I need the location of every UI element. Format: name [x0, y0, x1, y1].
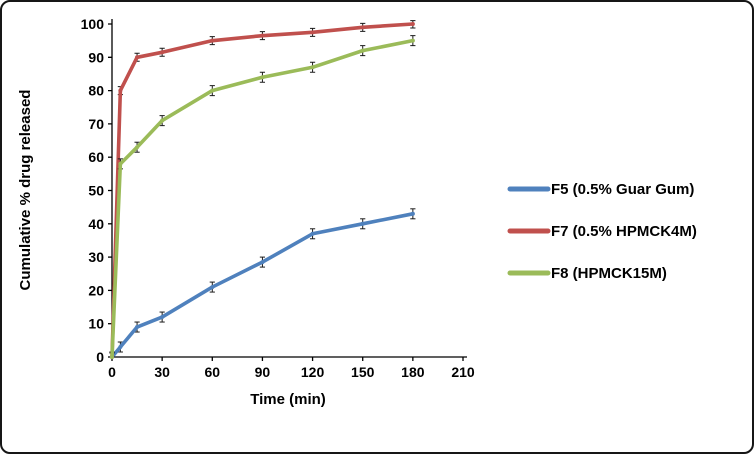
data-point-marker [118, 88, 123, 93]
series-line [110, 212, 415, 359]
data-point-marker [210, 285, 215, 290]
y-tick-label: 50 [88, 183, 104, 199]
x-tick-label: 150 [351, 364, 375, 380]
series-line [110, 38, 415, 359]
data-point-marker [360, 221, 365, 226]
y-tick-label: 60 [88, 149, 104, 165]
data-point-marker [135, 145, 140, 150]
x-tick-label: 180 [401, 364, 425, 380]
data-point-marker [210, 88, 215, 93]
legend-item-f7: F7 (0.5% HPMCK4M) [507, 223, 697, 240]
data-point-marker [360, 25, 365, 30]
y-axis-title: Cumulative % drug released [17, 90, 34, 291]
x-tick-label: 90 [255, 364, 271, 380]
data-point-marker [310, 65, 315, 70]
data-point-marker [310, 231, 315, 236]
legend: F5 (0.5% Guar Gum) F7 (0.5% HPMCK4M) F8 … [507, 181, 697, 282]
legend-label-f8: F8 (HPMCK15M) [551, 265, 667, 282]
legend-label-f5: F5 (0.5% Guar Gum) [551, 181, 694, 198]
x-tick-label: 0 [108, 364, 116, 380]
y-tick-label: 20 [88, 282, 104, 298]
y-tick-label: 40 [88, 216, 104, 232]
data-point-marker [360, 48, 365, 53]
x-tick-label: 60 [204, 364, 220, 380]
data-point-marker [260, 260, 265, 265]
x-axis-title: Time (min) [250, 391, 326, 408]
data-point-marker [135, 55, 140, 60]
data-point-marker [110, 355, 114, 359]
data-point-marker [118, 161, 123, 166]
data-point-marker [260, 75, 265, 80]
data-point-marker [260, 33, 265, 38]
data-point-marker [410, 211, 415, 216]
data-point-marker [160, 315, 165, 320]
y-tick-label: 30 [88, 249, 104, 265]
data-point-marker [410, 22, 415, 26]
legend-label-f7: F7 (0.5% HPMCK4M) [551, 223, 697, 240]
data-point-marker [410, 38, 415, 43]
y-tick-label: 10 [88, 316, 104, 332]
data-point-marker [160, 118, 165, 123]
data-point-marker [160, 50, 165, 55]
data-point-marker [310, 30, 315, 35]
y-tick-label: 80 [88, 83, 104, 99]
legend-item-f5: F5 (0.5% Guar Gum) [507, 181, 694, 198]
plot-area: 0 10 20 30 40 50 60 70 80 90 100 0 30 60 90 120 150 180 21… [81, 16, 475, 380]
y-tick-label: 90 [88, 49, 104, 65]
legend-item-f8: F8 (HPMCK15M) [507, 265, 667, 282]
data-point-marker [118, 345, 123, 350]
data-point-marker [135, 325, 140, 330]
x-tick-label: 30 [154, 364, 170, 380]
y-tick-label: 100 [81, 16, 105, 32]
data-point-marker [210, 38, 215, 43]
y-tick-label: 0 [96, 349, 104, 365]
x-tick-label: 210 [451, 364, 475, 380]
y-tick-label: 70 [88, 116, 104, 132]
x-tick-label: 120 [301, 364, 325, 380]
